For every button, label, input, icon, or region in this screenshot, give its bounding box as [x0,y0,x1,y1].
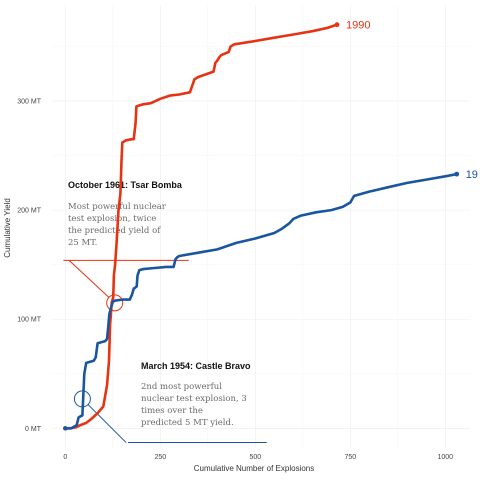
annotation-body-line: test explosion, twice [68,214,156,224]
label-layer: 1990 19 [346,20,478,181]
x-tick-label: 500 [249,454,261,461]
annotation-body-line: nuclear test explosion, 3 [141,394,247,404]
series-end-label: 1990 [346,20,370,32]
y-tick-label: 0 MT [25,426,42,433]
x-axis-title: Cumulative Number of Explosions [194,464,315,473]
annotation-body-line: Most powerful nuclear [68,202,167,212]
annotation-body-line: 2nd most powerful [141,382,222,392]
annotation-title: October 1961: Tsar Bomba [68,180,183,190]
annotation-target-circle [106,294,124,312]
series-end-label: 19 [466,169,478,181]
y-tick-label: 300 MT [17,99,41,106]
annotation-castle-bravo: March 1954: Castle Bravo 2nd most powerfu… [73,361,267,444]
annotation-body-line: the predicted yield of [68,226,161,236]
annotation-title: March 1954: Castle Bravo [141,361,251,371]
x-tick-label: 1000 [438,454,454,461]
y-axis-title: Cumulative Yield [3,198,12,258]
annotation-body-line: 25 MT. [68,238,97,248]
series-line-1990 [64,23,339,430]
grid-layer [52,5,470,448]
annotation-body-line: times over the [141,406,203,416]
annotation-layer: October 1961: Tsar Bomba Most powerful nu… [63,180,267,444]
series-layer [63,22,460,431]
y-tick-label: 100 MT [17,317,41,324]
annotation-connector-line [87,404,127,443]
x-tick-label: 250 [154,454,166,461]
series-end-point [334,22,340,28]
annotation-tsar-bomba: October 1961: Tsar Bomba Most powerful nu… [63,180,189,312]
y-tick-label: 200 MT [17,208,41,215]
series-end-point [454,171,460,177]
series-start-point [63,426,68,431]
series-line-1991 [64,172,458,430]
x-tick-label: 0 [63,454,67,461]
annotation-connector-line [68,259,110,298]
annotation-body-line: predicted 5 MT yield. [141,418,234,428]
tick-layer: 0 250 500 750 1000 0 MT 100 MT 200 MT 300 MT [17,99,453,461]
x-tick-label: 750 [344,454,356,461]
